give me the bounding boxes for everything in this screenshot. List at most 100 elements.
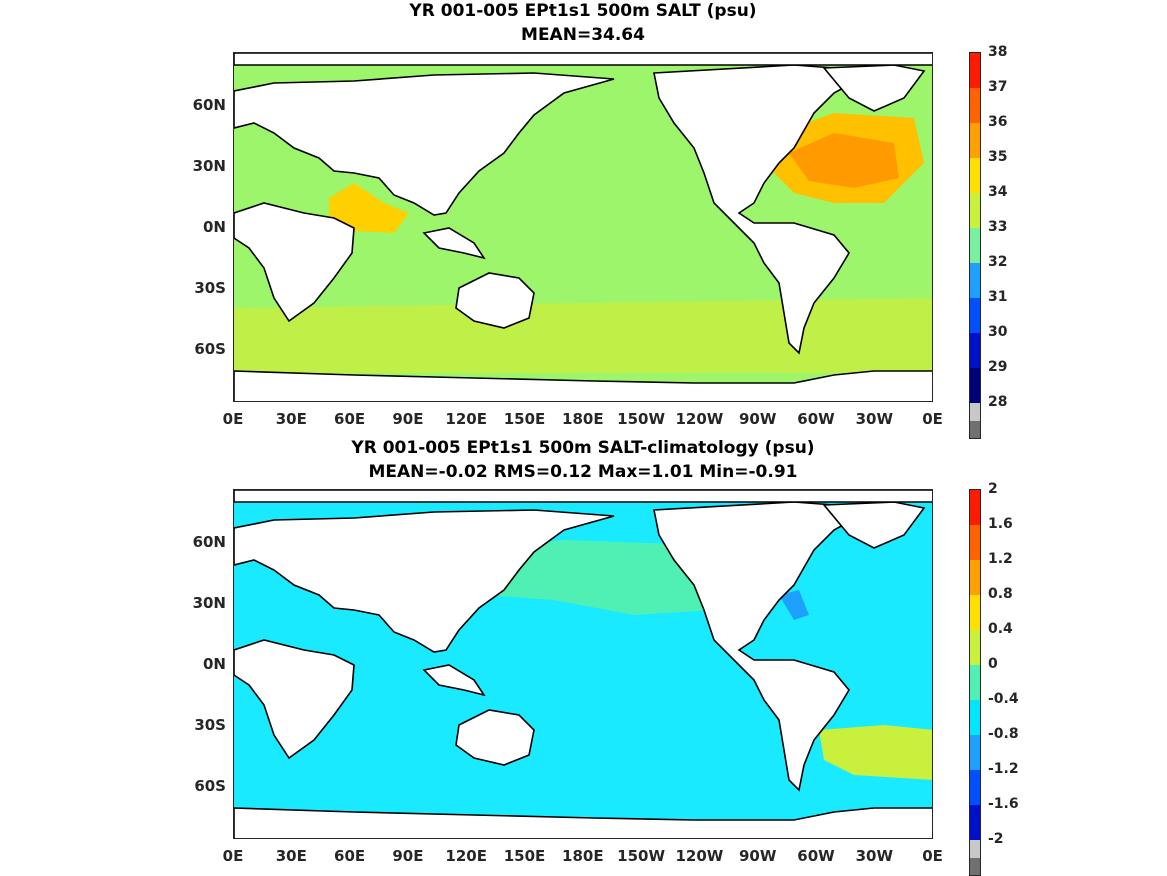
colorbar-segment <box>970 263 980 298</box>
lon-tick-label: 150E <box>503 847 546 865</box>
colorbar-tick-label: 1.2 <box>988 551 1013 567</box>
colorbar-segment <box>970 525 980 560</box>
land-mass <box>234 509 615 653</box>
lat-tick-label: 0N <box>203 655 226 673</box>
lon-tick-label: 0E <box>222 410 244 428</box>
arabian-sea-high-salinity-region <box>329 183 409 233</box>
lon-tick-label: 180E <box>562 847 604 865</box>
south-atlantic-positive-region <box>819 725 932 780</box>
colorbar-segment <box>970 158 980 193</box>
land-mass <box>234 639 355 760</box>
colorbar-segment <box>970 298 980 333</box>
lon-tick-label: 60W <box>797 410 835 428</box>
colorbar-tick-label: 36 <box>988 114 1008 130</box>
colorbar-tick-label: 31 <box>988 289 1008 305</box>
colorbar-segment <box>970 770 980 805</box>
colorbar-tick-label: 33 <box>988 219 1008 235</box>
lon-tick-label: 180E <box>562 410 604 428</box>
lon-tick-label: 0E <box>922 410 943 428</box>
lon-tick-label: 90W <box>738 410 777 428</box>
colorbar-tick-label: 2 <box>988 481 998 497</box>
lon-tick-label: 120E <box>445 847 487 865</box>
panel2-colorbar <box>969 489 981 876</box>
panel2-title-line2: MEAN=-0.02 RMS=0.12 Max=1.01 Min=-0.91 <box>368 462 798 482</box>
colorbar-segment <box>970 420 980 438</box>
lat-tick-label: 30N <box>192 594 226 612</box>
colorbar-segment <box>970 805 980 840</box>
lon-tick-label: 0E <box>222 847 244 865</box>
lat-tick-label: 60N <box>192 533 226 551</box>
southern-band-region <box>234 298 932 373</box>
colorbar-segment <box>970 630 980 665</box>
colorbar-tick-label: 0 <box>988 656 998 672</box>
colorbar-segment <box>970 595 980 630</box>
lon-tick-label: 150W <box>617 847 666 865</box>
colorbar-tick-label: 30 <box>988 324 1008 340</box>
lat-tick-label: 30S <box>194 279 226 297</box>
colorbar-segment <box>970 88 980 123</box>
colorbar-segment <box>970 228 980 263</box>
lon-tick-label: 60E <box>334 847 366 865</box>
land-mass <box>234 72 615 216</box>
lon-tick-label: 30W <box>855 410 893 428</box>
colorbar-segment <box>970 193 980 228</box>
colorbar-tick-label: 37 <box>988 79 1008 95</box>
panel1-map <box>233 52 933 402</box>
colorbar-segment <box>970 700 980 735</box>
land-mass <box>234 202 355 323</box>
lon-tick-label: 90E <box>392 410 424 428</box>
colorbar-tick-label: 32 <box>988 254 1008 270</box>
land-mass <box>653 64 877 355</box>
lon-tick-label: 30W <box>855 847 893 865</box>
land-mass <box>234 490 932 503</box>
land-mass <box>422 227 486 260</box>
colorbar-segment <box>970 857 980 875</box>
colorbar-tick-label: 35 <box>988 149 1008 165</box>
lat-tick-label: 30N <box>192 157 226 175</box>
lon-tick-label: 150E <box>503 410 546 428</box>
land-mass <box>653 501 877 792</box>
panel2-title-line1: YR 001-005 EPt1s1 500m SALT-climatology … <box>351 438 815 458</box>
lon-tick-label: 0E <box>922 847 943 865</box>
colorbar-segment <box>970 735 980 770</box>
lon-tick-label: 120W <box>675 847 724 865</box>
panel1-title-line1: YR 001-005 EPt1s1 500m SALT (psu) <box>409 1 757 21</box>
lon-tick-label: 150W <box>617 410 666 428</box>
colorbar-segment <box>970 490 980 525</box>
colorbar-segment <box>970 665 980 700</box>
lon-tick-label: 120E <box>445 410 487 428</box>
colorbar-tick-label: 38 <box>988 44 1008 60</box>
colorbar-tick-label: -1.2 <box>988 761 1019 777</box>
map-canvas <box>234 490 932 838</box>
colorbar-segment <box>970 840 980 858</box>
colorbar-tick-label: 0.8 <box>988 586 1013 602</box>
colorbar-segment <box>970 560 980 595</box>
lat-tick-label: 60N <box>192 96 226 114</box>
land-mass <box>234 807 932 838</box>
colorbar-segment <box>970 368 980 403</box>
lat-tick-label: 60S <box>194 777 226 795</box>
lon-tick-label: 90W <box>738 847 777 865</box>
colorbar-tick-label: -2 <box>988 831 1004 847</box>
lon-tick-label: 30E <box>275 410 307 428</box>
colorbar-segment <box>970 333 980 368</box>
colorbar-tick-label: 1.6 <box>988 516 1013 532</box>
lon-tick-label: 120W <box>675 410 724 428</box>
lat-tick-label: 30S <box>194 716 226 734</box>
colorbar-segment <box>970 403 980 421</box>
colorbar-segment <box>970 123 980 158</box>
land-mass <box>234 53 932 66</box>
panel1-colorbar <box>969 52 981 439</box>
gulf-stream-negative-region <box>779 590 809 620</box>
lat-tick-label: 0N <box>203 218 226 236</box>
lat-tick-label: 60S <box>194 340 226 358</box>
colorbar-tick-label: 29 <box>988 359 1008 375</box>
colorbar-tick-label: 34 <box>988 184 1008 200</box>
colorbar-segment <box>970 53 980 88</box>
panel1-title-line2: MEAN=34.64 <box>521 25 645 45</box>
colorbar-tick-label: 0.4 <box>988 621 1013 637</box>
land-mass <box>455 709 535 766</box>
lon-tick-label: 60W <box>797 847 835 865</box>
lon-tick-label: 60E <box>334 410 366 428</box>
land-mass <box>422 664 486 697</box>
